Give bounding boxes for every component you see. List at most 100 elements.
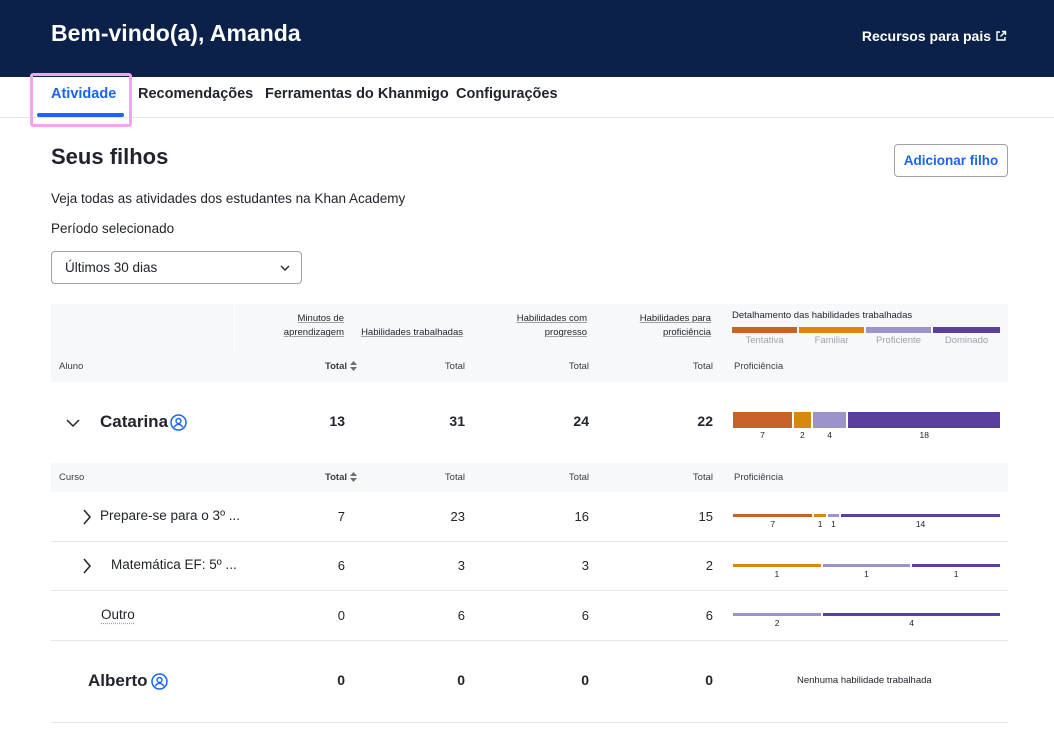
chevron-down-icon	[280, 265, 290, 271]
bar-segment-familiar	[814, 514, 826, 517]
row-divider	[51, 590, 1008, 591]
tab-configuracoes[interactable]: Configurações	[456, 86, 558, 102]
legend-label-dominado: Dominado	[944, 335, 989, 346]
period-select[interactable]: Últimos 30 dias	[51, 251, 302, 284]
course-minutes-total-label: Total	[325, 472, 347, 483]
legend-label-familiar: Familiar	[814, 335, 849, 346]
sort-icon	[350, 472, 357, 483]
course-2-skills-proficiency: 2	[705, 558, 713, 573]
legend-bar-familiar	[799, 327, 864, 333]
course-3-skills-worked: 6	[457, 608, 465, 623]
legend-bar-tentativa	[732, 327, 797, 333]
page-title: Seus filhos	[51, 144, 169, 169]
proficiency-column-label: Proficiência	[734, 361, 784, 372]
skills-worked-column-header[interactable]: Habilidades trabalhadas	[361, 327, 463, 338]
bar-label-proficiente: 1	[864, 569, 869, 579]
skills-progress-header-line1: Habilidades com	[516, 313, 587, 324]
bar-label-tentativa: 7	[760, 430, 765, 440]
bar-segment-dominado	[848, 412, 1000, 428]
bar-segment-dominado	[912, 564, 1000, 567]
course-1-minutes: 7	[337, 509, 345, 524]
alberto-skills-progress: 0	[581, 672, 589, 688]
bar-label-dominado: 14	[915, 519, 926, 529]
add-child-button[interactable]: Adicionar filho	[894, 144, 1008, 177]
course-progress-total-label: Total	[568, 472, 589, 483]
external-link-icon	[996, 30, 1007, 41]
top-header: Bem-vindo(a), Amanda Recursos para pais	[0, 0, 1054, 77]
bar-segment-familiar	[793, 412, 811, 428]
course-2-skills-progress: 3	[581, 558, 589, 573]
minutes-column-header[interactable]: Minutos de aprendizagem	[234, 312, 344, 340]
welcome-title: Bem-vindo(a), Amanda	[51, 20, 301, 46]
bar-segment-tentativa	[733, 412, 792, 428]
course-name-outro[interactable]: Outro	[101, 607, 135, 622]
student-column-label: Aluno	[59, 361, 84, 372]
bar-label-familiar: 2	[799, 430, 805, 440]
row-divider	[51, 541, 1008, 542]
course-column-label: Curso	[59, 472, 85, 483]
minutes-total-label: Total	[325, 361, 347, 372]
user-profile-icon[interactable]	[151, 673, 168, 690]
bar-segment-dominado	[823, 613, 1000, 616]
row-divider	[51, 722, 1008, 723]
bar-label-proficiente: 1	[831, 519, 836, 529]
course-3-skills-progress: 6	[581, 608, 589, 623]
bar-label-tentativa: 7	[770, 519, 776, 529]
course-2-minutes: 6	[337, 558, 345, 573]
catarina-minutes: 13	[329, 413, 345, 429]
catarina-skills-worked: 31	[449, 413, 465, 429]
bar-label-proficiente: 2	[774, 618, 780, 628]
tab-recomendacoes[interactable]: Recomendações	[138, 86, 254, 102]
alberto-skills-proficiency: 0	[705, 672, 713, 688]
active-tab-indicator	[37, 113, 124, 117]
sort-icon	[350, 361, 357, 372]
course-1-skills-proficiency: 15	[698, 509, 713, 524]
parent-resources-label: Recursos para pais	[861, 28, 991, 44]
breakdown-header: Detalhamento das habilidades trabalhadas	[732, 310, 913, 321]
tab-atividade[interactable]: Atividade	[51, 86, 117, 102]
skills-proficiency-header-line2: proficiência	[662, 327, 711, 338]
bar-label-familiar: 1	[774, 569, 780, 579]
bar-segment-tentativa	[733, 514, 813, 517]
legend-bar-dominado	[933, 327, 1000, 333]
skills-progress-column-header[interactable]: Habilidades com progresso	[481, 312, 587, 340]
bar-label-proficiente: 4	[827, 430, 832, 440]
minutes-header-line1: Minutos de	[297, 313, 344, 324]
course-3-minutes: 0	[337, 608, 345, 623]
tab-ferramentas-khanmigo[interactable]: Ferramentas do Khanmigo	[265, 86, 449, 102]
child-name-alberto[interactable]: Alberto	[88, 671, 148, 690]
no-skills-message: Nenhuma habilidade trabalhada	[797, 675, 932, 686]
course-worked-total-label: Total	[444, 472, 465, 483]
bar-segment-proficiente	[812, 412, 847, 428]
course-name-2[interactable]: Matemática EF: 5º ...	[111, 557, 237, 572]
course-1-skills-progress: 16	[574, 509, 589, 524]
chevron-down-icon[interactable]	[66, 418, 80, 428]
parent-resources-link[interactable]: Recursos para pais	[862, 28, 1007, 44]
user-profile-icon[interactable]	[170, 414, 187, 431]
minutes-total-sort[interactable]: Total	[281, 361, 357, 372]
course-proficiency-total-label: Total	[692, 472, 713, 483]
legend-label-proficiente: Proficiente	[876, 335, 921, 346]
bar-segment-familiar	[733, 564, 821, 567]
legend-bar-proficiente	[866, 327, 931, 333]
skills-proficiency-column-header[interactable]: Habilidades para proficiência	[606, 312, 711, 340]
legend-label-tentativa: Tentativa	[745, 335, 784, 346]
progress-total-label: Total	[568, 361, 589, 372]
bar-segment-dominado	[841, 514, 1000, 517]
chevron-right-icon[interactable]	[82, 558, 92, 574]
chevron-right-icon[interactable]	[82, 509, 92, 525]
course-2-skills-worked: 3	[457, 558, 465, 573]
bar-label-dominado: 18	[919, 430, 929, 440]
course-minutes-total-sort[interactable]: Total	[281, 472, 357, 483]
child-name-catarina[interactable]: Catarina	[100, 412, 169, 431]
course-subheader: Curso Total Total Total Total Proficiênc…	[51, 463, 1008, 492]
bar-label-familiar: 1	[817, 519, 823, 529]
course-proficiency-column-label: Proficiência	[734, 472, 784, 483]
alberto-minutes: 0	[337, 672, 345, 688]
tab-focus-highlight	[30, 73, 132, 127]
minutes-header-line2: aprendizagem	[283, 327, 344, 338]
course-name-1[interactable]: Prepare-se para o 3º ...	[100, 508, 241, 523]
bar-segment-proficiente	[733, 613, 822, 616]
bar-segment-proficiente	[822, 564, 911, 567]
course-3-skills-proficiency: 6	[705, 608, 713, 623]
